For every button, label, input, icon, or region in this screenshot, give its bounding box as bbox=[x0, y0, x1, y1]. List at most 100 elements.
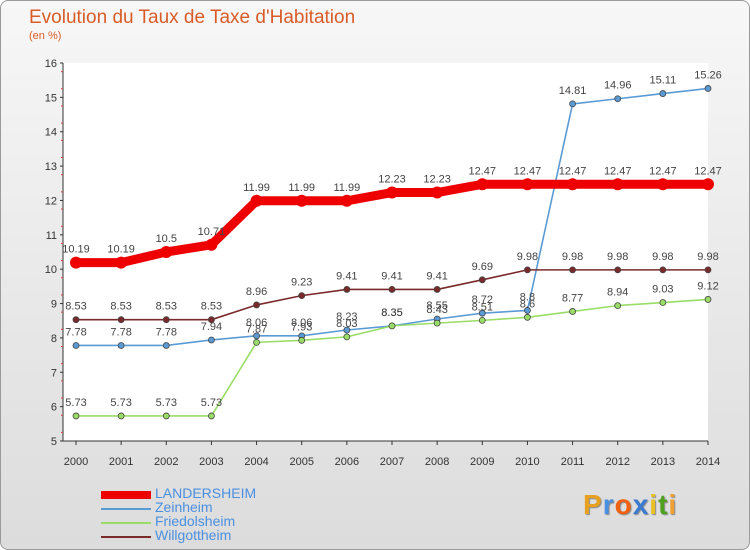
x-tick-label: 2004 bbox=[244, 456, 268, 468]
data-point bbox=[433, 286, 441, 293]
x-tick-label: 2000 bbox=[64, 456, 88, 468]
legend-swatch bbox=[101, 522, 151, 524]
x-tick-label: 2006 bbox=[335, 456, 359, 468]
data-label: 10.19 bbox=[107, 244, 135, 256]
data-point bbox=[162, 412, 170, 420]
data-label: 12.23 bbox=[423, 174, 451, 186]
legend-label: LANDERSHEIM bbox=[155, 485, 257, 501]
data-point bbox=[478, 309, 486, 317]
data-label: 8.8 bbox=[520, 291, 535, 303]
x-tick-label: 2003 bbox=[199, 456, 223, 468]
legend-swatch bbox=[101, 536, 151, 538]
data-label: 15.11 bbox=[649, 75, 676, 87]
data-point bbox=[614, 302, 622, 310]
logo-letter: o bbox=[614, 489, 633, 520]
data-point bbox=[253, 338, 260, 346]
logo-letter: i bbox=[668, 489, 678, 520]
y-tick-label: 6 bbox=[51, 402, 57, 414]
data-point bbox=[614, 95, 622, 103]
data-label: 12.47 bbox=[469, 165, 497, 177]
logo-letter: r bbox=[602, 489, 615, 520]
data-point bbox=[388, 322, 396, 330]
data-point bbox=[208, 316, 215, 324]
data-point bbox=[72, 342, 80, 349]
logo-letter: i bbox=[649, 489, 659, 520]
data-point bbox=[569, 266, 576, 274]
x-tick-label: 2005 bbox=[289, 456, 313, 468]
proxiti-logo: Proxiti bbox=[583, 489, 677, 521]
data-point bbox=[659, 299, 667, 306]
x-tick-label: 2014 bbox=[696, 456, 720, 468]
chart-axes: 5 6 7 8 9 10 11 12 13 14 15 16 2000 2001 2002 2003 2004 2… bbox=[45, 58, 720, 468]
data-label: 9.98 bbox=[562, 251, 583, 263]
data-point bbox=[569, 100, 576, 108]
data-label: 9.98 bbox=[607, 251, 628, 263]
data-point bbox=[566, 178, 579, 191]
data-label: 9.98 bbox=[652, 251, 673, 263]
x-tick-label: 2007 bbox=[380, 456, 404, 468]
data-point bbox=[295, 194, 308, 207]
data-point bbox=[431, 186, 444, 199]
data-label: 8.53 bbox=[110, 301, 131, 313]
data-label: 9.23 bbox=[291, 277, 312, 289]
chart-unit: (en %) bbox=[29, 30, 62, 42]
data-label: 12.47 bbox=[604, 165, 632, 177]
data-label: 14.96 bbox=[604, 80, 632, 92]
data-point bbox=[250, 194, 263, 207]
data-point bbox=[524, 266, 531, 274]
data-point bbox=[569, 308, 576, 315]
data-label: 11.99 bbox=[243, 182, 270, 194]
data-label: 8.06 bbox=[246, 317, 267, 329]
y-tick-label: 15 bbox=[45, 92, 57, 104]
data-point bbox=[343, 286, 351, 293]
data-point bbox=[476, 178, 489, 191]
data-label: 5.73 bbox=[156, 397, 177, 409]
data-point bbox=[704, 296, 712, 303]
x-tick-label: 2010 bbox=[515, 456, 539, 468]
y-tick-label: 16 bbox=[45, 58, 57, 70]
data-label: 9.41 bbox=[426, 270, 447, 282]
data-label: 10.71 bbox=[198, 226, 226, 238]
data-point bbox=[524, 307, 531, 314]
data-point bbox=[433, 319, 441, 327]
legend-swatch bbox=[101, 491, 151, 499]
data-label: 8.53 bbox=[65, 301, 86, 313]
data-label: 9.41 bbox=[381, 270, 402, 282]
data-label: 7.94 bbox=[201, 321, 222, 333]
y-tick-label: 10 bbox=[45, 264, 57, 276]
data-point bbox=[72, 316, 80, 324]
data-point bbox=[205, 238, 218, 251]
data-label: 8.96 bbox=[246, 286, 267, 298]
y-tick-label: 7 bbox=[51, 367, 57, 379]
data-label: 7.78 bbox=[65, 326, 86, 338]
data-point bbox=[478, 276, 486, 284]
legend-label: Willgottheim bbox=[155, 527, 232, 543]
legend-label: Zeinheim bbox=[155, 499, 213, 515]
y-tick-label: 5 bbox=[51, 436, 57, 448]
data-point bbox=[208, 336, 215, 344]
data-point bbox=[162, 342, 170, 349]
data-label: 11.99 bbox=[288, 182, 315, 194]
data-point bbox=[208, 412, 215, 420]
data-label: 12.23 bbox=[378, 174, 406, 186]
data-label: 8.51 bbox=[472, 301, 493, 313]
data-point bbox=[343, 326, 351, 334]
data-point bbox=[70, 256, 82, 269]
data-point bbox=[117, 342, 125, 349]
data-point bbox=[386, 186, 398, 199]
data-label: 8.77 bbox=[562, 292, 583, 304]
data-label: 9.98 bbox=[697, 251, 718, 263]
legend-label: Friedolsheim bbox=[155, 513, 236, 529]
data-label: 8.94 bbox=[607, 287, 628, 299]
x-tick-label: 2001 bbox=[109, 456, 133, 468]
x-tick-label: 2011 bbox=[561, 456, 585, 468]
x-tick-label: 2002 bbox=[154, 456, 178, 468]
series-points bbox=[70, 85, 714, 420]
data-point bbox=[704, 266, 712, 274]
data-label: 7.87 bbox=[246, 323, 267, 335]
data-label: 14.81 bbox=[559, 85, 587, 97]
data-label: 7.78 bbox=[156, 326, 177, 338]
legend-swatch bbox=[101, 508, 151, 510]
